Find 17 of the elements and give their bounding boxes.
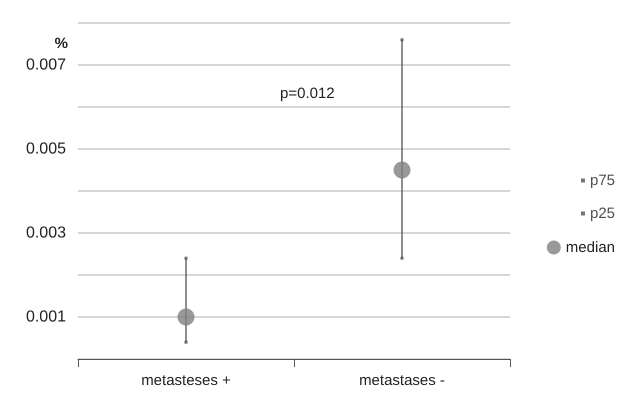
y-tick-label: 0.007	[26, 56, 66, 74]
point	[394, 162, 410, 178]
legend-label: median	[566, 239, 616, 256]
point	[184, 256, 188, 260]
legend-label: p75	[590, 172, 616, 189]
y-tick-label: 0.005	[26, 140, 66, 158]
y-tick-label: 0.001	[26, 308, 66, 326]
x-tick-label: metastases -	[359, 372, 445, 389]
annotation: p=0.012	[280, 85, 335, 102]
point	[184, 340, 188, 344]
y-tick-label: 0.003	[26, 224, 66, 242]
point	[178, 308, 194, 326]
point	[400, 256, 404, 260]
y-axis-title: %	[54, 35, 68, 52]
x-tick-label: metasteses +	[141, 372, 232, 389]
legend-label: p25	[590, 205, 616, 222]
point	[400, 38, 404, 42]
